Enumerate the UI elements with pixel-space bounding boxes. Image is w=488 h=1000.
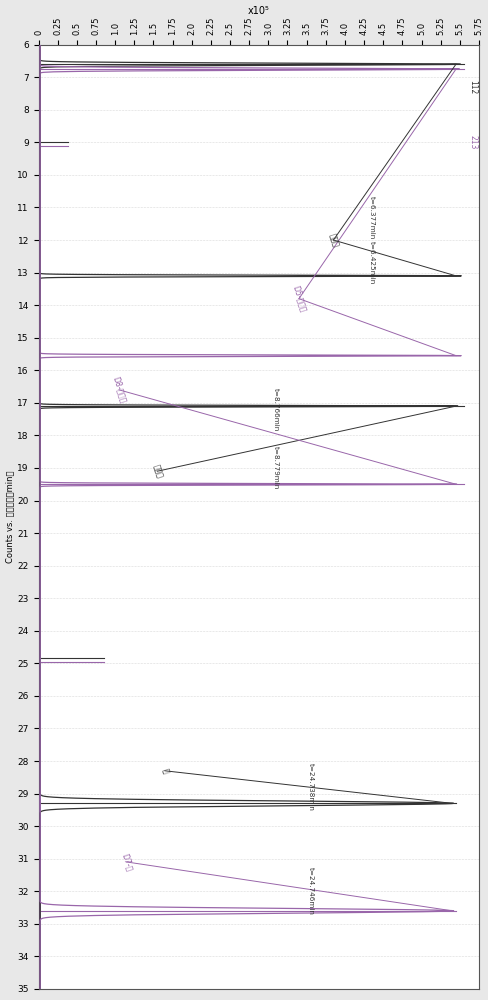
- Text: 112: 112: [468, 80, 476, 94]
- Text: t=8.779min: t=8.779min: [272, 446, 279, 490]
- Y-axis label: Counts vs. 采集时间（min）: Counts vs. 采集时间（min）: [5, 471, 15, 563]
- X-axis label: x10⁵: x10⁵: [247, 6, 269, 16]
- Text: D8-苯乙醇: D8-苯乙醇: [110, 375, 127, 404]
- Text: t=24.738min: t=24.738min: [307, 763, 313, 811]
- Text: 213: 213: [468, 135, 476, 150]
- Text: 衄: 衄: [160, 767, 169, 774]
- Text: t=6.377min: t=6.377min: [368, 196, 374, 239]
- Text: t=6.425min: t=6.425min: [368, 241, 374, 284]
- Text: D7-衄: D7-衄: [119, 852, 133, 872]
- Text: 苯乙醇: 苯乙醇: [150, 463, 163, 479]
- Text: t=24.746min: t=24.746min: [307, 867, 313, 915]
- Text: 尼古丁: 尼古丁: [326, 232, 339, 248]
- Text: t=8.766min: t=8.766min: [272, 388, 279, 431]
- Text: D5-尼古丁: D5-尼古丁: [290, 284, 307, 313]
